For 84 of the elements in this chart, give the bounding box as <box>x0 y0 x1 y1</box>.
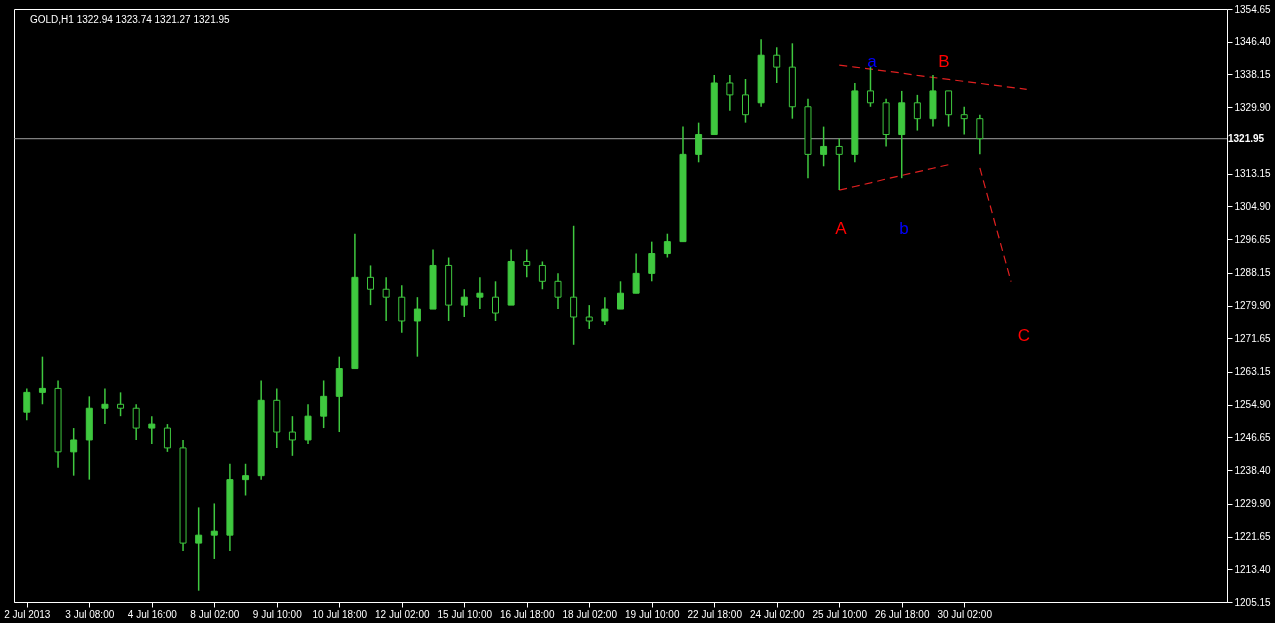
candlestick <box>163 423 171 453</box>
annotation: A <box>835 219 848 238</box>
candlestick <box>195 506 203 592</box>
candlestick <box>585 304 593 330</box>
candlestick <box>492 280 500 322</box>
candlestick <box>601 296 609 326</box>
y-tick-label: 1313.15 <box>1234 168 1272 180</box>
candlestick <box>288 415 296 457</box>
candlestick <box>23 387 31 421</box>
annotation: a <box>867 52 878 71</box>
annotation: B <box>938 52 950 71</box>
candlestick <box>413 296 421 358</box>
candlestick <box>132 403 140 441</box>
candlestick <box>367 264 375 306</box>
x-tick-label: 3 Jul 08:00 <box>65 608 115 620</box>
y-tick-label: 1205.15 <box>1234 596 1272 608</box>
candlestick <box>663 232 671 259</box>
candlestick <box>242 463 250 497</box>
candlestick <box>695 121 703 164</box>
candlestick <box>117 391 125 417</box>
y-tick-label: 1238.40 <box>1234 464 1272 476</box>
y-tick-label: 1254.90 <box>1234 399 1272 411</box>
candlestick <box>554 272 562 310</box>
y-tick-label: 1304.90 <box>1234 200 1272 212</box>
y-tick-label: 1263.15 <box>1234 366 1272 378</box>
x-tick-label: 16 Jul 18:00 <box>500 608 555 620</box>
y-tick-label: 1221.65 <box>1234 531 1272 543</box>
y-tick-label: 1346.40 <box>1234 36 1272 48</box>
x-tick-label: 2 Jul 2013 <box>4 608 51 620</box>
x-tick-label: 8 Jul 02:00 <box>190 608 240 620</box>
y-tick-label: 1288.15 <box>1234 267 1272 279</box>
x-tick-label: 26 Jul 18:00 <box>874 608 930 620</box>
y-tick-label: 1213.40 <box>1234 563 1272 575</box>
candlestick <box>304 403 312 445</box>
candlestick <box>945 90 953 128</box>
x-tick-label: 15 Jul 10:00 <box>437 608 493 620</box>
x-tick-label: 18 Jul 02:00 <box>562 608 618 620</box>
x-tick-label: 4 Jul 16:00 <box>127 608 178 620</box>
candlestick <box>398 284 406 334</box>
candlestick <box>460 288 468 318</box>
candlestick <box>726 74 734 112</box>
annotation: C <box>1017 326 1031 345</box>
candlestick <box>210 502 218 560</box>
candlestick <box>570 225 578 346</box>
y-tick-label: 1246.65 <box>1234 431 1272 443</box>
candlestick <box>101 387 109 425</box>
y-tick-label: 1279.90 <box>1234 300 1272 311</box>
y-tick-label: 1329.90 <box>1234 101 1272 113</box>
candlestick <box>976 113 984 156</box>
candlestick <box>148 415 156 445</box>
x-tick-label: 19 Jul 10:00 <box>625 608 680 620</box>
candlestick <box>741 78 749 124</box>
x-tick-label: 10 Jul 18:00 <box>312 608 368 620</box>
y-tick-label: 1296.65 <box>1234 233 1272 245</box>
x-tick-label: 9 Jul 10:00 <box>252 608 303 620</box>
candlestick <box>866 66 874 108</box>
y-tick-label: 1354.65 <box>1234 3 1272 15</box>
annotation: b <box>899 219 909 238</box>
y-tick-label: 1229.90 <box>1234 498 1272 510</box>
candlestick <box>773 46 781 84</box>
x-tick-label: 25 Jul 10:00 <box>812 608 868 620</box>
x-tick-label: 22 Jul 18:00 <box>687 608 743 620</box>
ref-line-label: 1321.95 <box>1228 132 1265 144</box>
candlestick <box>523 248 531 279</box>
candlestick <box>820 125 828 168</box>
candlestick <box>70 427 78 477</box>
y-tick-label: 1271.65 <box>1234 332 1272 344</box>
y-tick-label: 1338.15 <box>1234 68 1272 80</box>
candlestick <box>913 94 921 132</box>
x-tick-label: 24 Jul 02:00 <box>749 608 805 620</box>
text: GOLD,H1 1322.94 1323.74 1321.27 1321.95 <box>30 14 231 25</box>
candlestick <box>38 355 46 406</box>
candlestick <box>320 379 328 429</box>
candlestick <box>617 280 624 310</box>
candlestick <box>382 276 390 322</box>
candlestick <box>538 260 546 290</box>
candlestick <box>648 240 656 283</box>
line-series <box>838 164 950 191</box>
candlestick <box>632 252 640 294</box>
candlestick <box>476 276 484 310</box>
candlestick <box>960 106 968 136</box>
x-tick-label: 30 Jul 02:00 <box>937 608 993 620</box>
x-tick-label: 12 Jul 02:00 <box>375 608 430 620</box>
candlestick <box>835 137 843 191</box>
